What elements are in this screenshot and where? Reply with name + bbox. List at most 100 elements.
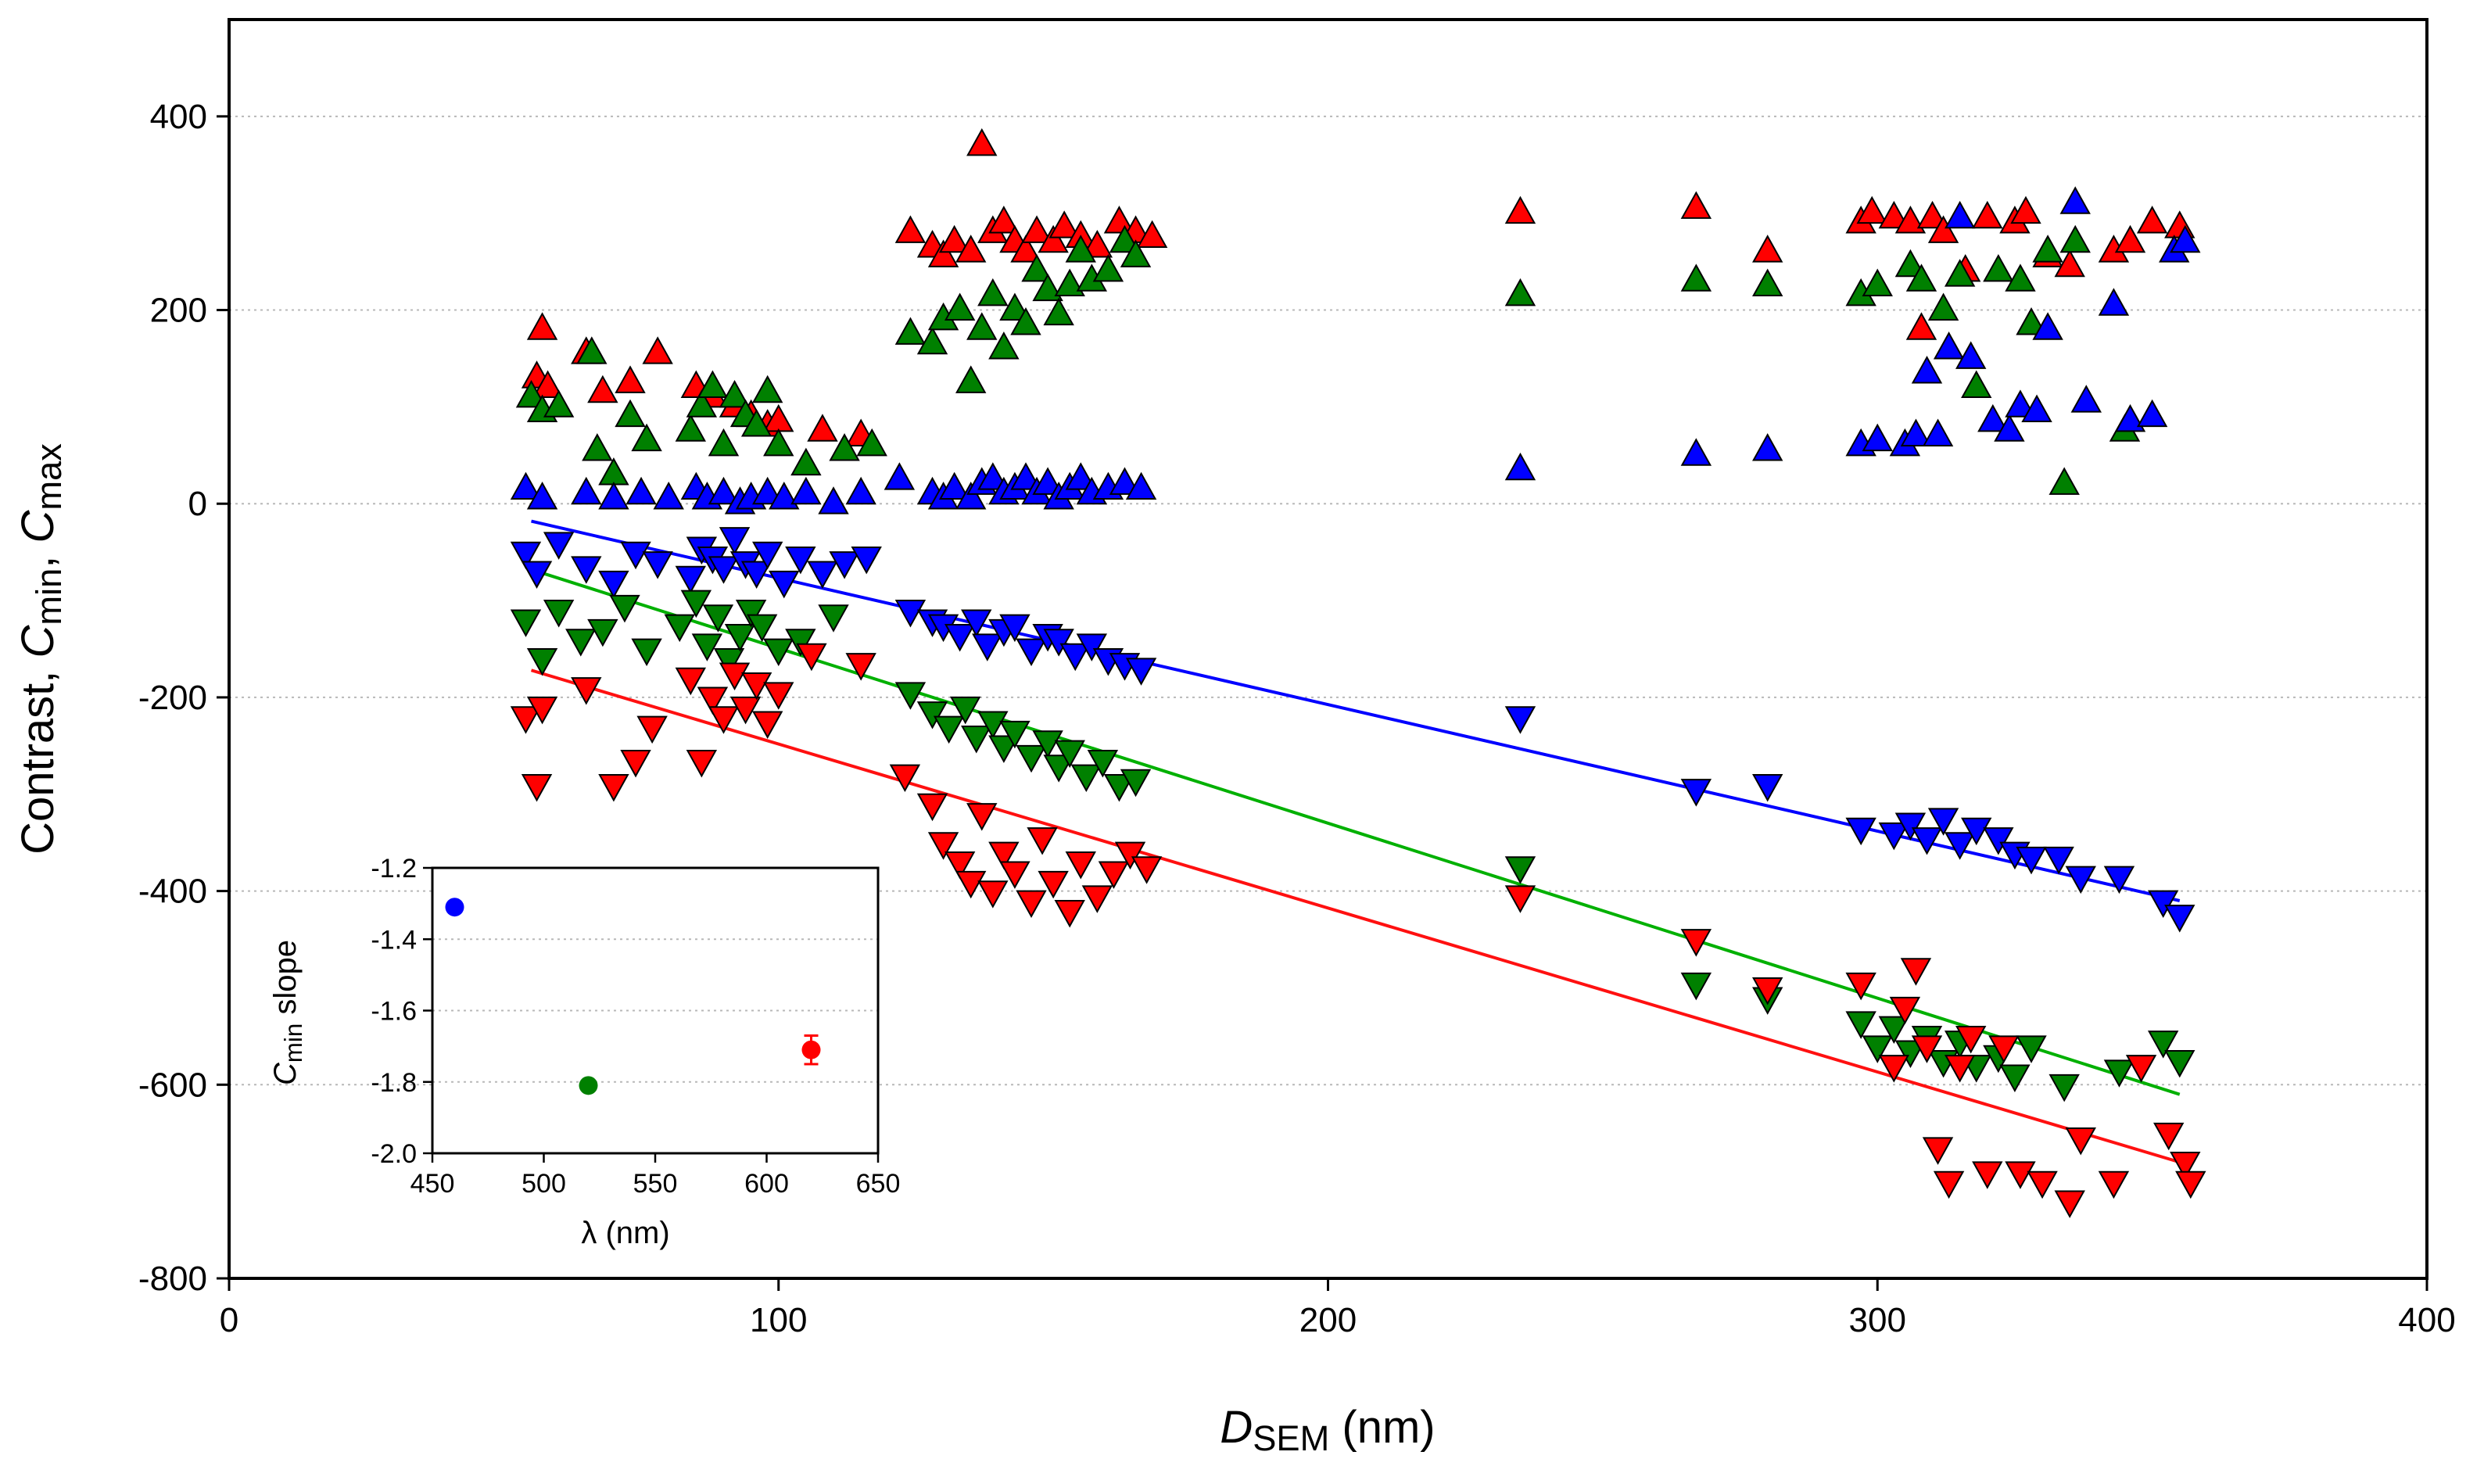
series-3 <box>510 527 2195 933</box>
point-5-32 <box>1081 885 1113 913</box>
point-1-3 <box>576 336 608 364</box>
point-3-50 <box>2065 866 2096 894</box>
point-0-48 <box>2054 249 2085 278</box>
point-2-49 <box>2005 389 2036 418</box>
series-5 <box>510 643 2206 1218</box>
point-4-4 <box>587 618 618 647</box>
point-1-23 <box>944 292 976 321</box>
point-3-18 <box>829 551 860 579</box>
point-5-50 <box>2005 1161 2036 1189</box>
inset-y-tick-label-2: -1.6 <box>371 997 417 1027</box>
point-4-46 <box>1999 1064 2031 1092</box>
inset-y-tick-label-3: -1.4 <box>371 925 417 955</box>
point-0-15 <box>894 215 927 243</box>
main-y-ticks: -800 -600 -400 -200 0 200 400 <box>138 98 229 1298</box>
inset-x-tick-label-4: 650 <box>856 1169 901 1199</box>
point-3-48 <box>2016 846 2047 875</box>
point-5-26 <box>999 861 1031 889</box>
point-0-51 <box>2136 206 2168 234</box>
point-5-37 <box>1680 929 1712 957</box>
point-4-48 <box>2048 1074 2080 1102</box>
y-tick-label-5: 200 <box>150 292 207 330</box>
point-3-49 <box>2043 846 2074 875</box>
point-1-27 <box>988 332 1020 360</box>
point-3-41 <box>1894 812 1927 841</box>
point-1-36 <box>1092 253 1124 282</box>
point-1-2 <box>543 389 575 418</box>
point-1-16 <box>763 428 794 457</box>
inset-x-axis-title: λ (nm) <box>581 1216 669 1250</box>
point-3-37 <box>1680 779 1712 807</box>
point-5-36 <box>1504 885 1536 913</box>
point-4-50 <box>2147 1031 2179 1059</box>
point-2-4 <box>625 476 657 505</box>
point-5-39 <box>1845 972 1876 1001</box>
point-3-20 <box>894 600 927 628</box>
point-5-14 <box>751 711 783 739</box>
point-2-22 <box>977 462 1009 490</box>
point-3-38 <box>1752 773 1783 802</box>
point-5-23 <box>966 803 998 831</box>
point-4-37 <box>1845 1011 1876 1039</box>
inset-x-ticks: 450 500 550 600 650 <box>410 1153 901 1199</box>
point-5-17 <box>845 653 876 681</box>
point-3-19 <box>851 546 882 575</box>
point-5-1 <box>521 773 553 802</box>
point-0-1 <box>526 312 558 340</box>
point-5-41 <box>1889 996 1921 1025</box>
point-2-25 <box>1010 462 1041 490</box>
point-5-15 <box>763 682 794 710</box>
inset-x-tick-label-2: 550 <box>633 1169 678 1199</box>
point-5-38 <box>1752 977 1783 1005</box>
point-4-17 <box>818 604 849 633</box>
point-2-53 <box>2070 385 2102 413</box>
point-2-37 <box>1752 433 1783 461</box>
point-2-48 <box>1994 414 2025 442</box>
point-1-34 <box>1065 235 1096 263</box>
point-2-15 <box>845 476 876 505</box>
point-3-14 <box>751 541 783 570</box>
point-0-30 <box>1103 206 1135 234</box>
point-1-48 <box>1961 370 1992 399</box>
point-4-22 <box>961 726 992 754</box>
point-3-3 <box>571 556 602 584</box>
point-2-51 <box>2032 312 2063 340</box>
point-4-19 <box>916 701 948 729</box>
main-data-points <box>510 127 2206 1218</box>
point-2-2 <box>571 476 602 505</box>
point-4-9 <box>691 633 723 661</box>
point-1-41 <box>1752 268 1783 296</box>
point-5-16 <box>796 643 827 672</box>
point-3-11 <box>719 527 751 555</box>
point-1-44 <box>1894 249 1927 278</box>
y-tick-label-0: -800 <box>138 1260 207 1298</box>
point-4-12 <box>724 624 756 652</box>
point-3-40 <box>1878 822 1910 851</box>
point-5-28 <box>1027 827 1058 855</box>
point-5-24 <box>977 880 1009 909</box>
point-2-39 <box>1862 423 1893 452</box>
point-3-28 <box>1016 638 1047 667</box>
point-1-32 <box>1043 297 1074 326</box>
point-4-24 <box>988 735 1020 763</box>
point-5-43 <box>1911 1035 1943 1063</box>
point-4-29 <box>1054 740 1085 769</box>
point-0-5 <box>615 365 646 393</box>
point-1-18 <box>829 433 860 461</box>
point-4-49 <box>2103 1059 2135 1088</box>
point-2-50 <box>2021 394 2052 422</box>
point-2-43 <box>1922 418 1954 446</box>
point-5-10 <box>708 706 740 734</box>
series-1 <box>515 224 2141 495</box>
point-1-31 <box>1032 273 1063 302</box>
point-4-21 <box>949 696 981 725</box>
point-5-55 <box>2125 1055 2157 1083</box>
point-5-31 <box>1065 851 1096 880</box>
point-5-25 <box>988 841 1020 870</box>
point-5-48 <box>1972 1161 2003 1189</box>
point-1-30 <box>1021 253 1052 282</box>
point-4-14 <box>746 614 778 643</box>
point-0-22 <box>988 206 1020 234</box>
point-3-4 <box>598 570 629 599</box>
point-1-53 <box>2048 467 2080 495</box>
